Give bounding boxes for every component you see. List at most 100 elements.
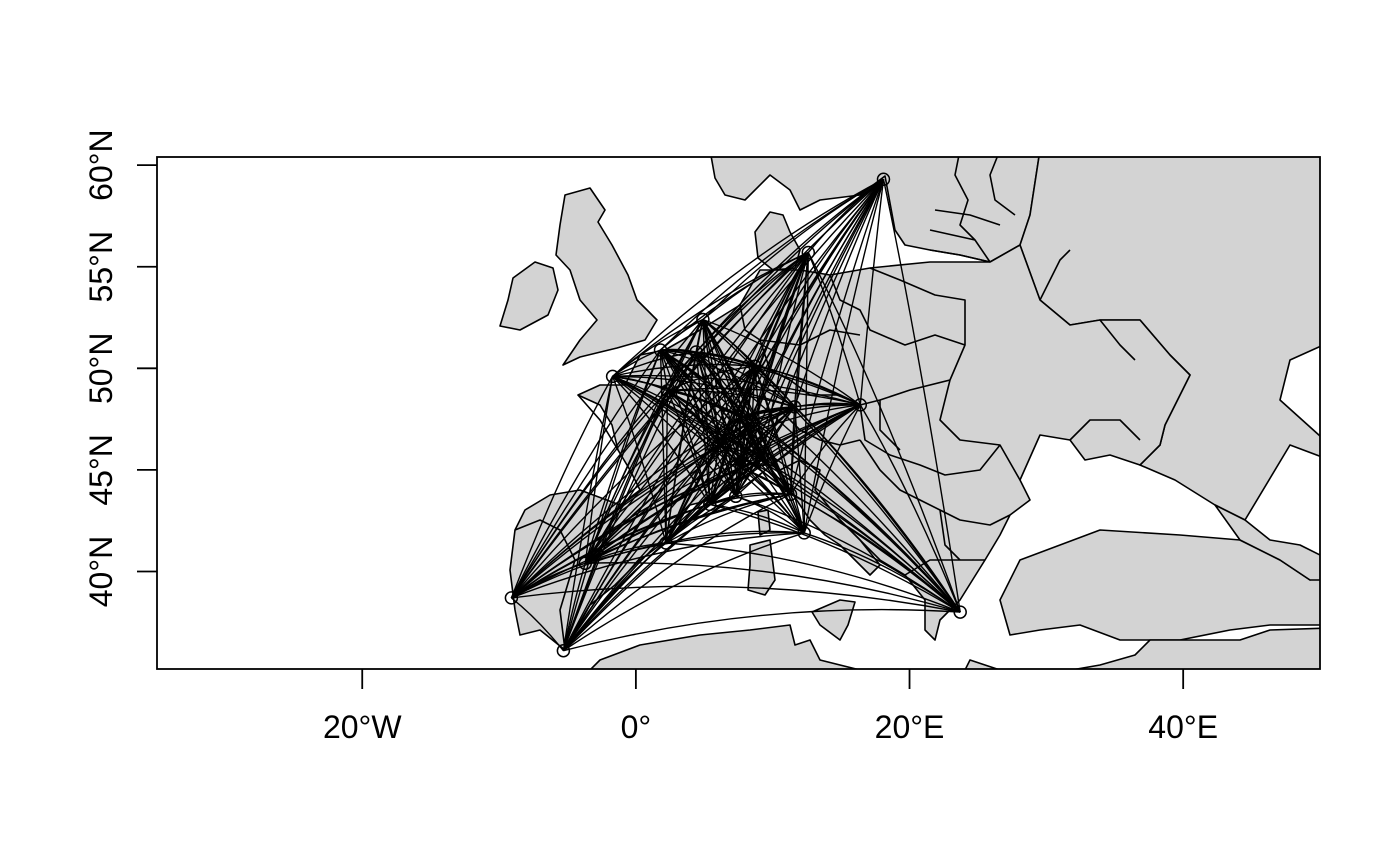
- cities-layer: [504, 172, 967, 658]
- flight-route: [719, 404, 861, 447]
- flight-route: [859, 404, 961, 613]
- flight-route: [510, 376, 614, 599]
- flight-route: [660, 349, 805, 534]
- map-frame: [156, 156, 1321, 670]
- flight-route: [735, 178, 885, 497]
- flight-route: [659, 349, 667, 544]
- flight-route: [735, 492, 791, 497]
- flight-route: [584, 349, 662, 564]
- x-tick-label: 40°E: [1148, 709, 1218, 745]
- flight-route: [659, 349, 711, 505]
- x-axis: 20°W 0° 20°E 40°E: [323, 669, 1218, 745]
- flight-route: [761, 459, 961, 613]
- flight-route: [612, 375, 795, 408]
- city-marker: [504, 591, 519, 605]
- flight-route: [695, 351, 742, 469]
- flight-route: [740, 252, 809, 469]
- city-marker: [578, 556, 593, 571]
- flight-route: [754, 252, 809, 367]
- x-tick-label: 20°E: [875, 709, 945, 745]
- flight-route: [761, 459, 805, 534]
- city-marker: [703, 497, 717, 512]
- flight-route: [739, 252, 809, 418]
- city-marker: [605, 369, 620, 384]
- flight-route: [702, 178, 884, 321]
- flight-route: [562, 376, 614, 651]
- city-marker: [689, 345, 703, 359]
- flight-route: [793, 406, 805, 533]
- city-marker: [653, 343, 668, 357]
- routes-layer: [510, 178, 961, 652]
- flight-route: [709, 503, 961, 613]
- flight-route: [562, 252, 809, 652]
- flight-route: [754, 365, 861, 406]
- flight-route: [585, 562, 961, 613]
- flight-route: [709, 404, 861, 505]
- flight-route: [803, 404, 861, 534]
- city-marker: [797, 526, 811, 540]
- city-marker: [729, 489, 743, 504]
- y-tick-label: 40°N: [83, 536, 119, 608]
- flight-route: [612, 178, 884, 377]
- flight-route: [789, 179, 885, 495]
- flight-route: [739, 178, 885, 418]
- flight-route: [563, 608, 961, 652]
- flight-route: [761, 178, 885, 460]
- flight-route: [718, 406, 795, 447]
- city-marker: [660, 383, 675, 398]
- y-tick-label: 60°N: [83, 129, 119, 201]
- flight-route: [803, 252, 809, 533]
- y-axis: 40°N 45°N 50°N 55°N 60°N: [83, 129, 157, 607]
- city-marker: [734, 461, 748, 475]
- city-marker: [712, 438, 727, 453]
- flight-route: [789, 494, 805, 534]
- flight-route: [585, 542, 667, 564]
- flight-route: [611, 376, 667, 544]
- finland-border: [954, 157, 1016, 263]
- x-tick-label: 0°: [621, 709, 652, 745]
- flight-route: [665, 493, 791, 544]
- flight-route: [761, 252, 809, 460]
- city-marker: [787, 400, 802, 414]
- baltic-borders: [929, 209, 1001, 263]
- turkey: [999, 529, 1320, 641]
- flight-route: [666, 390, 737, 497]
- flight-route: [803, 532, 961, 613]
- north-africa: [589, 624, 860, 669]
- city-marker: [745, 414, 759, 428]
- y-tick-label: 50°N: [83, 333, 119, 405]
- flight-route: [563, 532, 805, 652]
- city-marker: [696, 312, 710, 327]
- flight-route: [740, 366, 756, 468]
- flight-route: [793, 179, 885, 408]
- flight-route: [754, 178, 885, 367]
- flight-route: [510, 404, 861, 599]
- city-marker: [748, 359, 762, 374]
- flight-route: [740, 178, 885, 469]
- y-tick-label: 45°N: [83, 434, 119, 506]
- flight-route: [702, 319, 720, 446]
- city-marker: [783, 487, 798, 502]
- city-marker: [755, 452, 769, 467]
- flight-route: [584, 376, 614, 564]
- flight-route: [751, 420, 961, 613]
- flight-route: [667, 389, 795, 408]
- flight-route: [740, 406, 796, 469]
- flight-route: [612, 375, 711, 505]
- city-marker: [801, 245, 816, 260]
- flight-route: [562, 493, 791, 652]
- flight-route: [859, 179, 885, 405]
- x-tick-label: 20°W: [323, 709, 402, 745]
- flight-route: [740, 404, 861, 469]
- flight-route: [803, 179, 885, 534]
- flight-route: [702, 318, 961, 613]
- flight-route: [584, 178, 885, 564]
- y-tick-label: 55°N: [83, 231, 119, 303]
- levant-egypt: [964, 627, 1320, 669]
- flight-route: [793, 252, 809, 407]
- flight-route: [665, 406, 796, 544]
- ireland: [499, 261, 559, 331]
- flight-route: [794, 406, 961, 613]
- city-marker: [876, 172, 891, 187]
